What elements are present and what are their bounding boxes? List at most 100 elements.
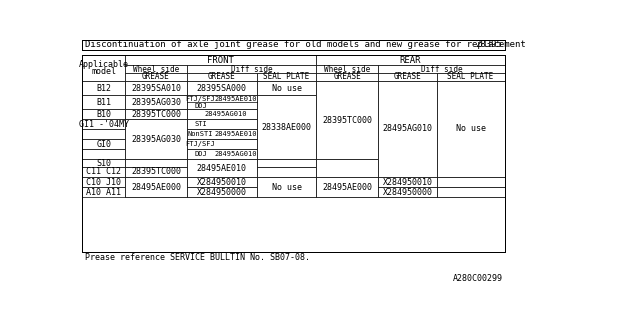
- Bar: [125, 139, 187, 149]
- Text: Applicable: Applicable: [79, 60, 129, 69]
- Text: GREASE: GREASE: [208, 72, 236, 81]
- Bar: [257, 177, 316, 187]
- Text: B10: B10: [96, 110, 111, 119]
- Bar: [316, 55, 505, 65]
- Bar: [378, 109, 436, 119]
- Bar: [378, 177, 436, 187]
- Bar: [316, 73, 378, 81]
- Bar: [83, 55, 505, 252]
- Bar: [83, 109, 125, 119]
- Bar: [83, 55, 125, 81]
- Bar: [187, 139, 257, 149]
- Text: GREASE: GREASE: [333, 72, 361, 81]
- Text: A280C00299: A280C00299: [453, 274, 503, 283]
- Text: 28395: 28395: [476, 40, 502, 50]
- Bar: [378, 139, 436, 149]
- Text: B12: B12: [96, 84, 111, 92]
- Bar: [316, 159, 378, 177]
- Bar: [125, 109, 187, 119]
- Text: FRONT: FRONT: [207, 56, 234, 65]
- Bar: [257, 81, 316, 95]
- Bar: [378, 129, 436, 139]
- Text: 28495AG010: 28495AG010: [383, 124, 433, 133]
- Bar: [257, 149, 316, 159]
- Bar: [125, 167, 187, 177]
- Text: 28495AE010: 28495AE010: [197, 164, 247, 173]
- Bar: [436, 81, 505, 95]
- Bar: [257, 187, 316, 197]
- Bar: [436, 73, 505, 81]
- Bar: [187, 73, 257, 81]
- Bar: [125, 95, 187, 109]
- Text: 28395TC000: 28395TC000: [323, 116, 372, 124]
- Bar: [125, 159, 187, 167]
- Bar: [316, 65, 378, 73]
- Text: GI1 -'04MY: GI1 -'04MY: [79, 120, 129, 129]
- Text: 28395TC000: 28395TC000: [131, 167, 181, 177]
- Text: Diff side: Diff side: [420, 65, 462, 74]
- Bar: [436, 187, 505, 197]
- Bar: [257, 139, 316, 149]
- Bar: [83, 139, 125, 149]
- Bar: [316, 149, 378, 159]
- Bar: [378, 177, 436, 187]
- Bar: [125, 159, 187, 167]
- Bar: [257, 73, 316, 81]
- Bar: [436, 139, 505, 149]
- Bar: [257, 167, 316, 177]
- Bar: [436, 95, 505, 109]
- Text: No use: No use: [271, 182, 301, 191]
- Bar: [436, 109, 505, 119]
- Text: X284950010: X284950010: [383, 178, 433, 187]
- Bar: [257, 95, 316, 109]
- Text: FTJ/SFJ: FTJ/SFJ: [186, 141, 216, 147]
- Bar: [83, 167, 125, 177]
- Text: GI0: GI0: [96, 140, 111, 149]
- Bar: [436, 177, 505, 187]
- Text: 28495AG010: 28495AG010: [214, 151, 257, 157]
- Bar: [125, 73, 187, 81]
- Bar: [316, 139, 378, 149]
- Bar: [125, 149, 187, 159]
- Bar: [257, 109, 316, 119]
- Text: DDJ: DDJ: [194, 151, 207, 157]
- Bar: [125, 129, 187, 139]
- Bar: [187, 187, 257, 197]
- Bar: [83, 81, 125, 95]
- Bar: [257, 95, 316, 159]
- Text: 28338AE000: 28338AE000: [262, 123, 312, 132]
- Bar: [187, 129, 257, 139]
- Text: A10 A11: A10 A11: [86, 188, 121, 196]
- Bar: [125, 187, 187, 197]
- Text: C11 C12: C11 C12: [86, 167, 121, 177]
- Bar: [125, 177, 187, 187]
- Text: C10 J10: C10 J10: [86, 178, 121, 187]
- Bar: [257, 177, 316, 197]
- Bar: [316, 177, 378, 197]
- Bar: [187, 159, 257, 177]
- Bar: [187, 139, 257, 149]
- Text: 28395TC000: 28395TC000: [131, 110, 181, 119]
- Bar: [187, 119, 257, 129]
- Bar: [125, 119, 187, 159]
- Bar: [125, 55, 316, 65]
- Bar: [378, 73, 436, 81]
- Bar: [436, 129, 505, 139]
- Bar: [83, 119, 125, 129]
- Bar: [378, 159, 436, 167]
- Text: GREASE: GREASE: [142, 72, 170, 81]
- Bar: [436, 149, 505, 159]
- Bar: [316, 177, 378, 187]
- Text: 28495AE000: 28495AE000: [323, 182, 372, 191]
- Text: B11: B11: [96, 98, 111, 107]
- Bar: [83, 95, 125, 109]
- Bar: [316, 81, 378, 159]
- Bar: [187, 177, 257, 187]
- Text: STI: STI: [194, 121, 207, 127]
- Text: 28395AG030: 28395AG030: [131, 135, 181, 144]
- Bar: [378, 81, 436, 177]
- Bar: [83, 40, 505, 50]
- Bar: [125, 167, 187, 177]
- Text: X284950000: X284950000: [197, 188, 247, 196]
- Bar: [257, 167, 316, 177]
